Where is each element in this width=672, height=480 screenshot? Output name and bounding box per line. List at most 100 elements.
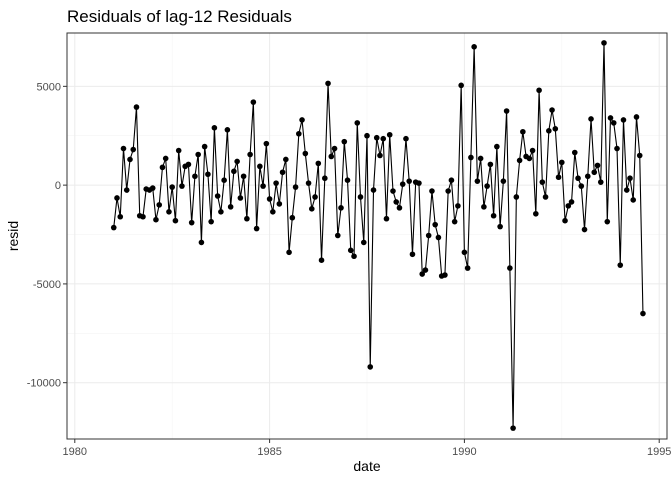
- data-point: [218, 209, 224, 215]
- data-point: [162, 155, 169, 162]
- data-point: [179, 183, 185, 189]
- data-point: [117, 213, 124, 220]
- data-point: [247, 151, 253, 158]
- data-point: [360, 239, 367, 246]
- data-point: [610, 120, 617, 126]
- data-point: [604, 218, 611, 225]
- data-point: [156, 202, 163, 208]
- data-point: [549, 107, 555, 113]
- data-point: [471, 44, 477, 50]
- data-point: [114, 195, 120, 201]
- data-point: [455, 203, 461, 209]
- data-point: [422, 267, 429, 273]
- data-point: [406, 178, 412, 184]
- data-point: [458, 82, 464, 89]
- data-point: [555, 174, 562, 181]
- data-point: [562, 217, 568, 224]
- data-point: [630, 197, 637, 203]
- data-point: [403, 135, 409, 142]
- data-point: [328, 153, 335, 160]
- data-point: [377, 152, 383, 159]
- data-point: [487, 161, 494, 168]
- data-point: [520, 128, 526, 135]
- data-point: [351, 253, 357, 260]
- y-tick-label: -10000: [27, 378, 61, 390]
- data-point: [195, 151, 201, 158]
- x-tick-label: 1985: [257, 446, 281, 458]
- x-tick-label: 1995: [647, 446, 671, 458]
- data-point: [627, 175, 633, 182]
- data-point: [568, 199, 575, 205]
- data-point: [425, 232, 432, 239]
- data-point: [399, 181, 406, 187]
- data-point: [214, 193, 221, 199]
- data-point: [565, 203, 572, 209]
- data-point: [546, 128, 552, 134]
- x-tick-label: 1980: [63, 446, 87, 458]
- data-point: [575, 175, 581, 182]
- data-point: [302, 150, 309, 157]
- data-point: [308, 206, 315, 212]
- plot-grid: [67, 33, 667, 439]
- data-point: [571, 149, 578, 156]
- data-point: [435, 234, 442, 241]
- data-point: [584, 173, 591, 180]
- data-point: [588, 116, 594, 122]
- x-tick-label: 1990: [452, 446, 476, 458]
- data-point: [169, 184, 175, 190]
- data-point: [601, 40, 607, 46]
- data-point: [390, 188, 396, 194]
- data-point: [373, 134, 380, 141]
- data-point: [636, 152, 643, 159]
- data-point: [448, 177, 455, 183]
- series-group: [110, 40, 646, 431]
- data-point: [393, 199, 400, 205]
- data-point: [357, 194, 364, 200]
- data-point: [334, 232, 341, 239]
- data-point: [432, 221, 438, 228]
- data-point: [354, 120, 361, 126]
- data-point: [273, 180, 279, 186]
- data-point: [591, 169, 598, 176]
- data-point: [559, 159, 565, 166]
- data-point: [315, 160, 322, 167]
- data-point: [283, 156, 289, 163]
- data-point: [529, 147, 536, 154]
- data-point: [396, 205, 403, 211]
- data-point: [474, 178, 481, 184]
- data-point: [205, 171, 211, 178]
- data-point: [127, 156, 133, 163]
- data-point: [370, 187, 377, 193]
- data-point: [276, 201, 283, 207]
- panel-border: [66, 32, 668, 440]
- data-point: [607, 115, 614, 121]
- data-point: [341, 138, 348, 145]
- data-point: [614, 145, 620, 152]
- data-point: [633, 114, 640, 120]
- data-point: [240, 173, 247, 180]
- plot-axes: 1980 1985 1990 1995 -10000 -5000 0 5000: [27, 81, 672, 458]
- data-point: [380, 135, 387, 142]
- data-point: [322, 175, 328, 182]
- data-point: [211, 125, 218, 131]
- data-point: [263, 140, 270, 147]
- data-point: [526, 155, 533, 162]
- data-point: [490, 212, 497, 219]
- data-point: [244, 215, 250, 222]
- data-point: [409, 251, 416, 258]
- data-point: [536, 87, 542, 94]
- data-point: [445, 188, 451, 194]
- data-point: [516, 157, 523, 164]
- data-point: [153, 216, 159, 223]
- data-point: [227, 204, 234, 210]
- data-point: [140, 213, 146, 220]
- data-point: [110, 224, 117, 231]
- data-point: [383, 215, 390, 222]
- data-point: [253, 225, 260, 232]
- data-point: [533, 210, 539, 217]
- data-point: [133, 104, 140, 110]
- data-point: [451, 218, 458, 225]
- data-point: [347, 247, 354, 254]
- data-point: [224, 127, 231, 133]
- data-point: [250, 99, 257, 105]
